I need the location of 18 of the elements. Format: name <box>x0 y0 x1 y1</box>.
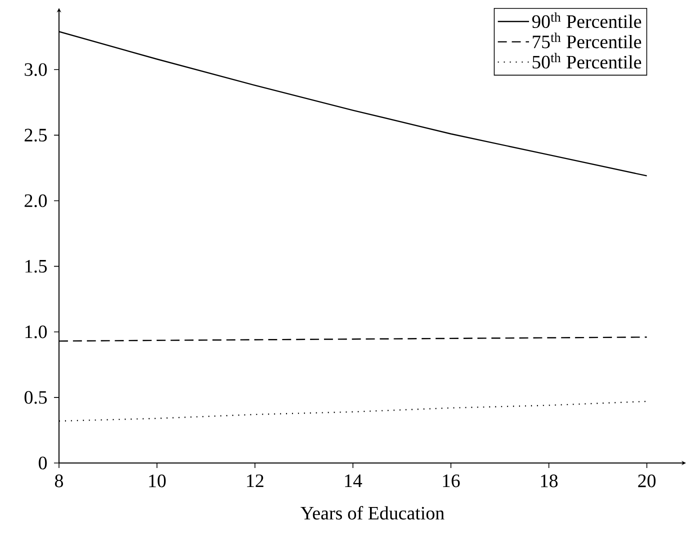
y-tick-label: 2.0 <box>24 194 47 208</box>
x-tick-label: 8 <box>54 474 63 488</box>
legend-label: 75$^{th}$ Percentile <box>532 32 642 48</box>
x-tick-label: 16 <box>443 474 460 488</box>
x-tick-label: 12 <box>247 474 264 488</box>
y-tick-label: 3.0 <box>24 63 47 76</box>
legend-label: 90$^{th}$ Percentile <box>532 12 642 28</box>
y-tick-label: 0 <box>38 456 47 470</box>
y-tick-label: 2.5 <box>24 128 47 142</box>
x-axis-title: Years of Education <box>300 506 444 520</box>
y-tick-label: 1.0 <box>26 325 47 338</box>
x-tick-label: 14 <box>345 474 362 487</box>
y-tick-label: 1.5 <box>26 260 47 273</box>
x-tick-label: 10 <box>149 474 166 488</box>
x-tick-label: 18 <box>541 474 558 488</box>
y-tick-label: 0.5 <box>24 391 47 404</box>
legend-label: 50$^{th}$ Percentile <box>532 52 642 69</box>
x-tick-label: 20 <box>638 474 656 488</box>
